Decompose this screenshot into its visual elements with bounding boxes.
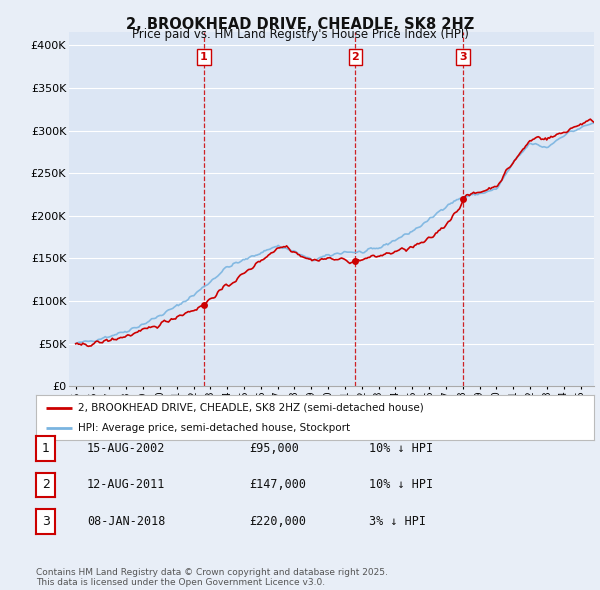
Text: 10% ↓ HPI: 10% ↓ HPI (369, 442, 433, 455)
Text: 10% ↓ HPI: 10% ↓ HPI (369, 478, 433, 491)
Text: Contains HM Land Registry data © Crown copyright and database right 2025.
This d: Contains HM Land Registry data © Crown c… (36, 568, 388, 587)
Text: 15-AUG-2002: 15-AUG-2002 (87, 442, 166, 455)
Text: 1: 1 (41, 442, 50, 455)
Text: 3: 3 (41, 515, 50, 528)
Text: 3: 3 (459, 53, 467, 62)
Text: Price paid vs. HM Land Registry's House Price Index (HPI): Price paid vs. HM Land Registry's House … (131, 28, 469, 41)
Text: 12-AUG-2011: 12-AUG-2011 (87, 478, 166, 491)
Text: 2: 2 (41, 478, 50, 491)
Text: £147,000: £147,000 (249, 478, 306, 491)
Text: 1: 1 (200, 53, 208, 62)
Text: 3% ↓ HPI: 3% ↓ HPI (369, 515, 426, 528)
Text: £95,000: £95,000 (249, 442, 299, 455)
Text: £220,000: £220,000 (249, 515, 306, 528)
Text: 08-JAN-2018: 08-JAN-2018 (87, 515, 166, 528)
Text: 2: 2 (352, 53, 359, 62)
Text: HPI: Average price, semi-detached house, Stockport: HPI: Average price, semi-detached house,… (78, 424, 350, 434)
Text: 2, BROOKHEAD DRIVE, CHEADLE, SK8 2HZ (semi-detached house): 2, BROOKHEAD DRIVE, CHEADLE, SK8 2HZ (se… (78, 403, 424, 412)
Text: 2, BROOKHEAD DRIVE, CHEADLE, SK8 2HZ: 2, BROOKHEAD DRIVE, CHEADLE, SK8 2HZ (126, 17, 474, 31)
